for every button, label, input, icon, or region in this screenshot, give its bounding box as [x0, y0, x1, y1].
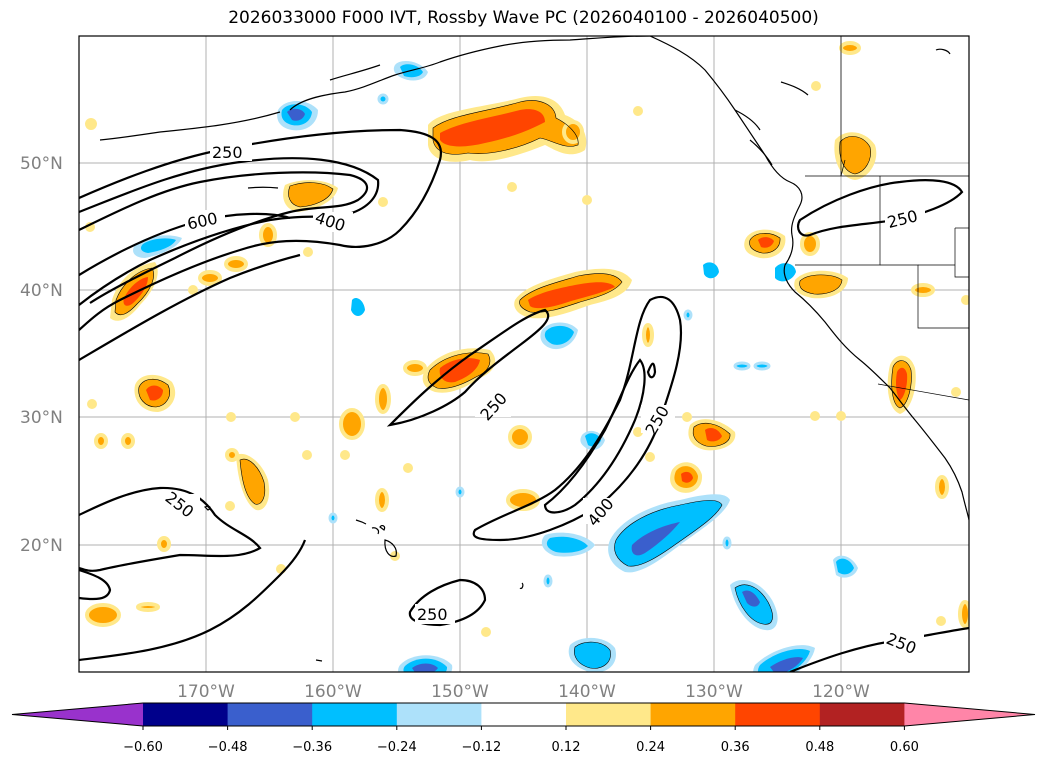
lat-label-20n: 20°N: [20, 536, 63, 556]
lat-label-30n: 30°N: [20, 408, 63, 428]
lon-label-120w: 120°W: [812, 682, 870, 700]
coastlines: [99, 36, 969, 662]
positive-anomaly-fill: [85, 41, 969, 637]
political-borders: [795, 36, 969, 401]
colorbar-label-m036: −0.36: [292, 740, 332, 755]
colorbar-label-p048: 0.48: [805, 740, 834, 755]
longitude-labels: 170°W 160°W 150°W 140°W 130°W 120°W: [177, 682, 870, 700]
colorbar-segment: [227, 703, 313, 726]
colorbar-segments: [11, 702, 1036, 730]
lat-label-40n: 40°N: [20, 281, 63, 301]
colorbar-segment: [396, 703, 482, 726]
colorbar-label-p024: 0.24: [636, 740, 665, 755]
colorbar-segment: [143, 703, 229, 726]
lon-label-130w: 130°W: [685, 682, 743, 700]
colorbar-extend-high: [904, 703, 1035, 726]
map-frame: [78, 35, 970, 673]
colorbar-label-p060: 0.60: [890, 740, 919, 755]
lon-label-170w: 170°W: [177, 682, 235, 700]
lat-label-50n: 50°N: [20, 154, 63, 174]
colorbar-extend-low: [12, 703, 143, 726]
negative-anomaly-fill: [133, 60, 858, 672]
anomaly-outline: [114, 100, 912, 669]
colorbar-segment: [566, 703, 652, 726]
colorbar-label-m048: −0.48: [208, 740, 248, 755]
colorbar-label-p036: 0.36: [721, 740, 750, 755]
map-figure: 250 600 400 250 250 400 250 250 250 250 …: [20, 35, 970, 700]
lon-label-140w: 140°W: [558, 682, 616, 700]
colorbar-label-m024: −0.24: [377, 740, 417, 755]
map-title: 2026033000 F000 IVT, Rossby Wave PC (202…: [228, 8, 819, 28]
colorbar-label-m060: −0.60: [123, 740, 163, 755]
colorbar-label-m012: −0.12: [461, 740, 501, 755]
lon-label-150w: 150°W: [431, 682, 489, 700]
colorbar-segment: [650, 703, 736, 726]
colorbar-labels: −0.60 −0.48 −0.36 −0.24 −0.12 0.12 0.24 …: [123, 740, 919, 755]
colorbar-label-p012: 0.12: [552, 740, 581, 755]
colorbar-segment: [819, 703, 905, 726]
contour-label-250-e: 250: [417, 605, 448, 624]
latitude-labels: 50°N 40°N 30°N 20°N: [20, 154, 63, 556]
colorbar-segment: [735, 703, 821, 726]
colorbar-segment: [312, 703, 398, 726]
contour-label-250-a: 250: [212, 143, 243, 162]
lon-label-160w: 160°W: [304, 682, 362, 700]
colorbar-segment: [481, 703, 567, 726]
